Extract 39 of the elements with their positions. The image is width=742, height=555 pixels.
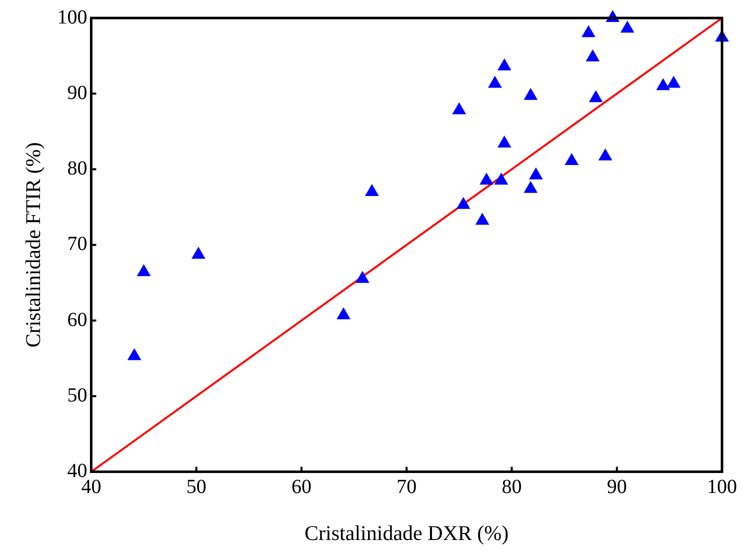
point bbox=[480, 173, 494, 185]
point bbox=[667, 76, 680, 88]
x-tick-label: 100 bbox=[707, 476, 737, 498]
x-tick-label: 50 bbox=[186, 476, 206, 498]
y-tick-label: 70 bbox=[67, 233, 88, 256]
point bbox=[598, 148, 612, 160]
point bbox=[452, 102, 466, 114]
point bbox=[565, 153, 578, 165]
point bbox=[586, 50, 600, 62]
y-tick-label: 90 bbox=[67, 82, 88, 104]
point bbox=[192, 247, 205, 259]
point bbox=[498, 58, 511, 70]
y-tick-label: 100 bbox=[57, 6, 88, 28]
x-tick-label: 80 bbox=[502, 476, 522, 498]
point bbox=[456, 197, 470, 209]
point bbox=[589, 90, 602, 102]
point bbox=[488, 76, 502, 88]
y-tick-label: 80 bbox=[67, 158, 88, 180]
point bbox=[620, 21, 634, 33]
point bbox=[476, 213, 489, 225]
point bbox=[356, 271, 370, 283]
point bbox=[137, 264, 150, 276]
x-axis-title: Cristalinidade DXR (%) bbox=[304, 520, 509, 545]
y-tick-label: 50 bbox=[67, 384, 88, 406]
x-tick-label: 60 bbox=[291, 476, 312, 498]
point bbox=[365, 184, 378, 196]
point bbox=[524, 181, 538, 193]
point bbox=[582, 26, 596, 38]
point bbox=[498, 136, 511, 148]
y-axis-title: Cristalinidade FTIR (%) bbox=[21, 142, 46, 348]
point bbox=[656, 78, 670, 90]
point bbox=[524, 88, 538, 100]
point bbox=[128, 348, 141, 360]
point bbox=[529, 168, 542, 180]
x-tick-label: 70 bbox=[396, 476, 417, 498]
point bbox=[494, 173, 508, 185]
x-tick-label: 90 bbox=[606, 476, 627, 498]
y-tick-label: 60 bbox=[67, 308, 88, 331]
point bbox=[336, 308, 350, 320]
